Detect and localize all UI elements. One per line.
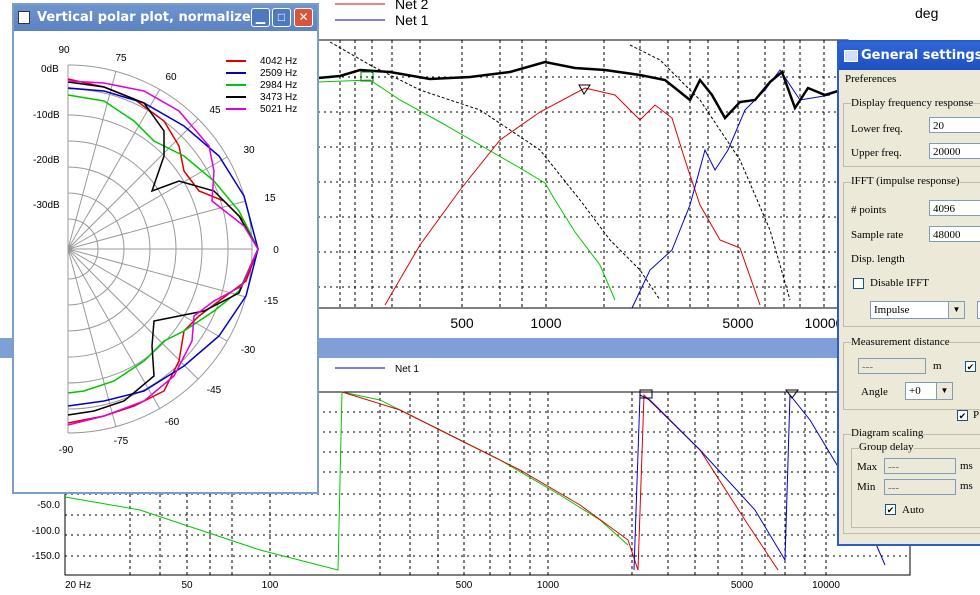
group-delay-label: Group delay (859, 441, 914, 453)
svg-text:-45: -45 (207, 385, 222, 396)
display-group-label: Display frequency response (851, 97, 974, 109)
auto-checkbox[interactable]: ✔ (885, 504, 896, 515)
legend-item: 4042 Hz (260, 56, 297, 67)
svg-text:0dB: 0dB (41, 64, 59, 75)
svg-text:60: 60 (165, 72, 177, 83)
svg-text:-15: -15 (264, 296, 279, 307)
ifft-group-label: IFFT (impulse response) (851, 175, 960, 187)
svg-text:30: 30 (243, 145, 255, 156)
polar-window-title: Vertical polar plot, normalized (37, 10, 260, 25)
svg-text:1000: 1000 (537, 580, 560, 591)
legend-item: 2984 Hz (260, 80, 297, 91)
disp-length-label: Disp. length (851, 253, 905, 265)
general-settings-window[interactable]: General settings Preferences Display fre… (837, 40, 980, 546)
legend-item: 5021 Hz (260, 104, 297, 115)
svg-text:45: 45 (209, 105, 221, 116)
svg-text:-50.0: -50.0 (37, 500, 60, 511)
svg-text:90: 90 (58, 45, 70, 56)
svg-text:10000: 10000 (805, 315, 844, 331)
disable-ifft-checkbox[interactable] (853, 278, 864, 289)
sample-rate-label: Sample rate (851, 229, 904, 241)
impulse-select-value: Impulse (874, 304, 910, 316)
p-check-label: P (973, 409, 980, 421)
close-button[interactable]: ✕ (294, 8, 313, 27)
svg-text:-10dB: -10dB (33, 110, 60, 121)
svg-text:50: 50 (181, 580, 193, 591)
svg-text:10000: 10000 (812, 580, 840, 591)
svg-text:1000: 1000 (530, 315, 561, 331)
svg-text:-100.0: -100.0 (32, 526, 61, 537)
svg-text:500: 500 (456, 580, 473, 591)
polar-window-titlebar[interactable]: Vertical polar plot, normalized ▁ □ ✕ (14, 5, 317, 31)
svg-text:0: 0 (273, 245, 279, 256)
svg-text:-75: -75 (114, 436, 129, 447)
points-label: # points (851, 204, 887, 216)
min-label: Min (857, 481, 876, 493)
p-checkbox[interactable]: ✔ (957, 410, 968, 421)
diagram-group-label: Diagram scaling (851, 427, 924, 439)
chevron-down-icon: ▼ (936, 383, 952, 399)
distance-checkbox[interactable]: ✔ (965, 361, 976, 372)
max-input[interactable]: --- (884, 458, 956, 474)
distance-input[interactable]: --- (858, 358, 926, 374)
bottom-legend-net1: Net 1 (395, 364, 419, 375)
svg-text:15: 15 (264, 193, 276, 204)
svg-text:500: 500 (450, 315, 474, 331)
lower-freq-input[interactable]: 20 (929, 117, 980, 133)
svg-text:-30: -30 (241, 345, 256, 356)
legend-item: 2509 Hz (260, 68, 297, 79)
svg-text:5000: 5000 (722, 315, 753, 331)
app-icon (18, 11, 30, 24)
angle-select[interactable]: +0 ▼ (905, 382, 953, 400)
svg-text:100: 100 (262, 580, 279, 591)
deg-label: deg (915, 5, 938, 21)
legend-net2: Net 2 (395, 0, 429, 12)
svg-text:5000: 5000 (731, 580, 754, 591)
maximize-button[interactable]: □ (272, 8, 291, 27)
max-label: Max (857, 461, 878, 473)
legend-item: 3473 Hz (260, 92, 297, 103)
legend-net1: Net 1 (395, 12, 429, 28)
settings-titlebar[interactable]: General settings (839, 42, 980, 70)
impulse-select[interactable]: Impulse ▼ (870, 301, 965, 319)
upper-freq-label: Upper freq. (851, 147, 902, 159)
points-input[interactable]: 4096 (929, 200, 980, 216)
minimize-button[interactable]: ▁ (251, 8, 270, 27)
lower-freq-label: Lower freq. (851, 123, 903, 135)
svg-text:-20dB: -20dB (33, 155, 60, 166)
max-unit: ms (960, 460, 973, 472)
auto-label: Auto (902, 504, 924, 516)
svg-text:-90: -90 (59, 445, 74, 456)
svg-text:-60: -60 (165, 417, 180, 428)
group-delay-group (851, 448, 980, 528)
window-icon (844, 50, 858, 62)
polar-plot-window[interactable]: Vertical polar plot, normalized ▁ □ ✕ (12, 3, 319, 494)
min-input[interactable]: --- (884, 479, 956, 495)
disable-ifft-label: Disable IFFT (870, 277, 929, 289)
svg-text:-30dB: -30dB (33, 200, 60, 211)
sample-rate-input[interactable]: 48000 (929, 226, 980, 242)
svg-text:-150.0: -150.0 (32, 551, 61, 562)
tab-preferences[interactable]: Preferences (845, 73, 897, 85)
chevron-down-icon: ▼ (948, 302, 964, 318)
svg-text:20 Hz: 20 Hz (65, 580, 91, 591)
min-unit: ms (960, 480, 973, 492)
extra-button[interactable] (977, 301, 980, 319)
measurement-group-label: Measurement distance (851, 336, 950, 348)
settings-title: General settings (861, 48, 980, 63)
svg-text:75: 75 (115, 53, 127, 64)
angle-label: Angle (861, 386, 888, 398)
distance-unit: m (933, 360, 942, 372)
angle-select-value: +0 (909, 385, 921, 397)
polar-plot: 90 75 60 45 30 15 0 -15 -30 -45 -60 -75 … (33, 45, 297, 456)
upper-freq-input[interactable]: 20000 (929, 143, 980, 159)
